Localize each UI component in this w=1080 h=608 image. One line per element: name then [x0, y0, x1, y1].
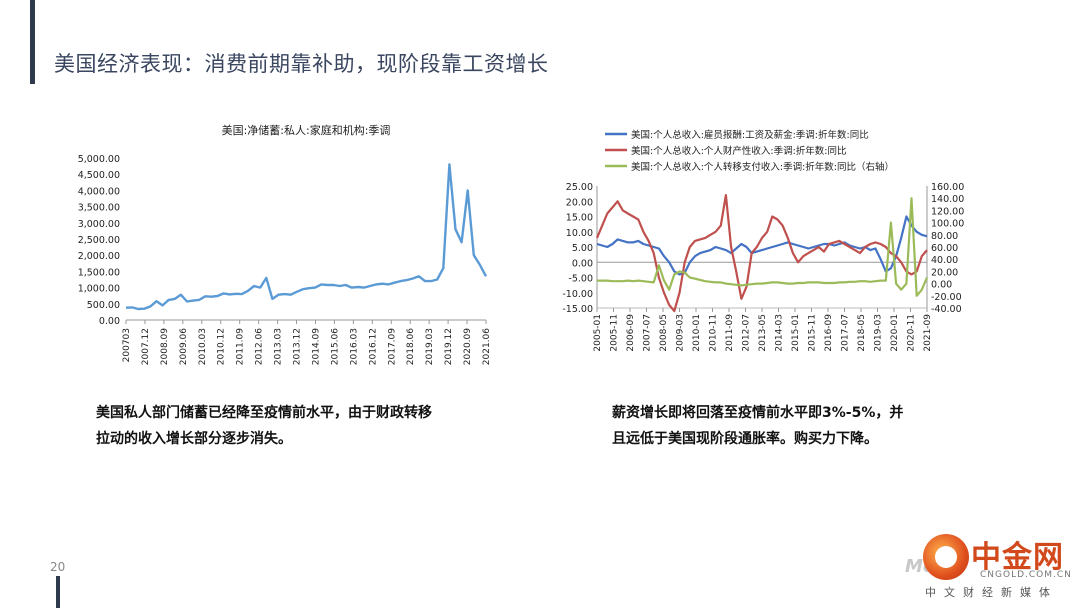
right-caption-line-2: 且远低于美国现阶段通胀率。购买力下降。: [612, 431, 878, 447]
chart1-y-tick-label: 3,500.00: [78, 203, 120, 214]
chart1-x-tick-label: 2009.06: [179, 328, 189, 365]
chart2-y-left-tick-label: 20.00: [566, 197, 593, 208]
chart2-x-tick-label: 2021-09: [923, 314, 933, 352]
chart2-x-tick-label: 2015-01: [791, 314, 801, 352]
slide-title: 美国经济表现：消费前期靠补助，现阶段靠工资增长: [54, 52, 549, 76]
chart2-x-tick-label: 2012-07: [742, 314, 752, 352]
chart2-x-tick-label: 2010-11: [709, 314, 719, 352]
chart1-x-tick-label: 2019.03: [425, 328, 435, 365]
chart1-y-tick-label: 0.00: [99, 316, 120, 327]
chart2-x-tick-label: 2013-05: [758, 314, 768, 352]
chart2-legend-label: 美国:个人总收入:个人转移支付收入:季调:折年数:同比（右轴）: [631, 161, 894, 173]
chart1-x-tick-label: 2010.12: [217, 328, 227, 365]
chart1-x-tick-label: 2014.09: [311, 328, 321, 365]
chart1-title: 美国:净储蓄:私人:家庭和机构:季调: [222, 123, 391, 137]
chart2-y-right-tick-label: 80.00: [931, 231, 958, 242]
chart1-x-tick-label: 2019.12: [444, 328, 454, 365]
chart1-y-tick-label: 4,000.00: [78, 186, 120, 197]
chart1-x-tick-label: 2018.06: [406, 328, 416, 365]
chart2-x-tick-label: 2020-01: [890, 314, 900, 352]
chart2-y-right-tick-label: -20.00: [931, 292, 962, 303]
chart2-x-tick-label: 2017-07: [841, 314, 851, 352]
chart1-series-line: [125, 163, 488, 311]
chart1-y-tick-label: 500.00: [87, 300, 120, 311]
chart2-x-tick-label: 2005-01: [593, 314, 603, 352]
chart2-x-tick-label: 2006-09: [626, 314, 636, 352]
chart2-series-line-2: [595, 194, 928, 313]
chart2-x-tick-label: 2009-03: [676, 314, 686, 352]
chart2-y-left-tick-label: -10.00: [562, 289, 593, 300]
chart2-y-left-tick-label: 5.00: [572, 243, 593, 254]
watermark-domain: CNGOLD.COM.CN: [980, 570, 1072, 580]
chart1-x-tick-label: 2012.06: [255, 328, 265, 365]
chart2-y-right-tick-label: 20.00: [931, 267, 958, 278]
left-caption-line-1: 美国私人部门储蓄已经降至疫情前水平，由于财政转移: [96, 405, 432, 421]
watermark-logo-icon: [923, 534, 969, 580]
chart2-y-right-tick-label: 140.00: [931, 194, 964, 205]
chart2-x-tick-label: 2007-07: [643, 314, 653, 352]
chart2-legend-label: 美国:个人总收入:个人财产性收入:季调:折年数:同比: [631, 145, 847, 157]
chart2-x-tick-label: 2020-11: [907, 314, 917, 352]
chart1-x-tick-label: 2011.09: [236, 328, 246, 365]
savings-chart: 美国:净储蓄:私人:家庭和机构:季调 0.00 500.00 1,000.00 1,50…: [70, 118, 500, 378]
chart1-x-tick-label: 2016.03: [349, 328, 359, 365]
footer-accent-bar: [56, 576, 60, 608]
chart2-y-right-tick-label: 160.00: [931, 182, 964, 193]
chart2-y-right-tick-label: 60.00: [931, 243, 958, 254]
page-number: 20: [50, 560, 66, 574]
chart1-y-tick-label: 3,000.00: [78, 219, 120, 230]
title-accent-bar: [30, 0, 35, 84]
chart2-y-left-tick-label: -5.00: [568, 274, 593, 285]
chart2-y-left-tick-label: -15.00: [562, 304, 593, 315]
chart2-x-tick-label: 2011-09: [725, 314, 735, 352]
chart2-y-left-tick-label: 25.00: [566, 182, 593, 193]
chart2-series-line-3: [597, 197, 929, 297]
chart2-x-tick-label: 2014-03: [775, 314, 785, 352]
chart1-y-tick-label: 5,000.00: [78, 154, 120, 165]
chart1-y-tick-label: 1,000.00: [78, 284, 120, 295]
chart2-y-right-tick-label: 120.00: [931, 206, 964, 217]
chart1-x-tick-label: 2016.12: [368, 328, 378, 365]
chart2-y-left-tick-label: 0.00: [572, 258, 593, 269]
chart2-x-tick-label: 2008-05: [659, 314, 669, 352]
left-caption: 美国私人部门储蓄已经降至疫情前水平，由于财政转移 拉动的收入增长部分逐步消失。: [96, 400, 432, 452]
chart2-y-left-tick-label: 15.00: [566, 213, 593, 224]
watermark-brand: 中金网: [971, 540, 1064, 575]
income-growth-chart: 美国:个人总收入:雇员报酬:工资及薪金:季调:折年数:同比 美国:个人总收入:个人…: [555, 120, 975, 380]
chart2-y-right-tick-label: 0.00: [931, 280, 952, 291]
chart1-y-tick-label: 1,500.00: [78, 267, 120, 278]
chart1-x-tick-label: 2020.09: [463, 328, 473, 365]
chart2-y-right-tick-label: 40.00: [931, 255, 958, 266]
chart1-x-tick-label: 2013.03: [274, 328, 284, 365]
chart1-y-tick-label: 2,000.00: [78, 251, 120, 262]
chart2-y-left-tick-label: 10.00: [566, 228, 593, 239]
chart2-legend-label: 美国:个人总收入:雇员报酬:工资及薪金:季调:折年数:同比: [631, 129, 869, 141]
watermark: More 中金网 CNGOLD.COM.CN 中文财经新媒体: [905, 530, 1075, 605]
chart1-x-tick-label: 2017.09: [387, 328, 397, 365]
left-caption-line-2: 拉动的收入增长部分逐步消失。: [96, 431, 292, 447]
watermark-subtitle: 中文财经新媒体: [925, 586, 1058, 599]
savings-chart-svg: 美国:净储蓄:私人:家庭和机构:季调 0.00 500.00 1,000.00 1,50…: [78, 123, 492, 365]
chart1-y-tick-label: 2,500.00: [78, 235, 120, 246]
chart1-x-tick-label: 2015.06: [330, 328, 340, 365]
income-growth-chart-svg: 美国:个人总收入:雇员报酬:工资及薪金:季调:折年数:同比美国:个人总收入:个人…: [562, 129, 964, 352]
right-caption: 薪资增长即将回落至疫情前水平即3%-5%，并 且远低于美国现阶段通胀率。购买力下…: [612, 400, 903, 452]
chart1-x-tick-label: 2021.06: [482, 328, 492, 365]
chart2-series-line-1: [596, 215, 928, 276]
chart2-x-tick-label: 2010-01: [692, 314, 702, 352]
chart1-x-tick-label: 2013.12: [293, 328, 303, 365]
chart2-x-tick-label: 2018-05: [857, 314, 867, 352]
chart1-x-tick-label: 200703: [122, 328, 132, 362]
chart2-x-tick-label: 2005-11: [610, 314, 620, 352]
chart2-x-tick-label: 2016-09: [824, 314, 834, 352]
chart1-x-tick-label: 2007.12: [141, 328, 151, 365]
chart2-y-right-tick-label: 100.00: [931, 219, 964, 230]
chart1-x-tick-label: 2008.09: [160, 328, 170, 365]
right-caption-line-1: 薪资增长即将回落至疫情前水平即3%-5%，并: [612, 405, 904, 421]
chart2-y-right-tick-label: -40.00: [931, 304, 962, 315]
chart1-x-tick-label: 2010.03: [198, 328, 208, 365]
chart2-x-tick-label: 2019-03: [874, 314, 884, 352]
chart1-y-tick-label: 4,500.00: [78, 170, 120, 181]
chart2-x-tick-label: 2015-11: [808, 314, 818, 352]
